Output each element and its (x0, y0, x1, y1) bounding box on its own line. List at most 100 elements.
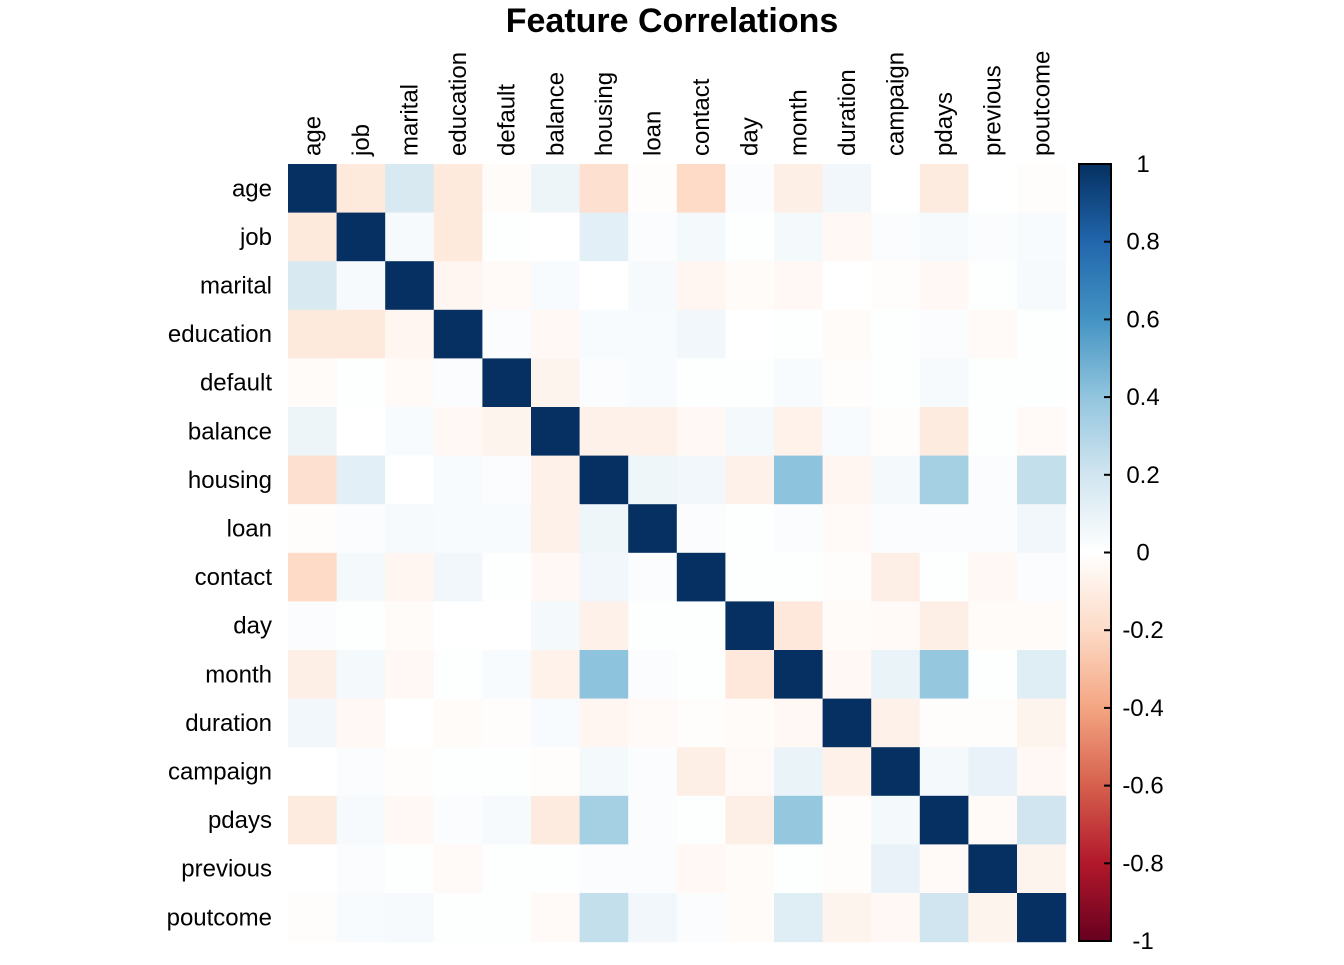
heatmap-cell-age-default (482, 164, 532, 214)
heatmap-cell-duration-campaign (871, 698, 921, 748)
heatmap-cell-poutcome-marital (385, 893, 435, 943)
heatmap-cell-default-marital (385, 358, 435, 408)
heatmap-cell-default-month (774, 358, 824, 408)
heatmap-cell-contact-job (336, 552, 386, 602)
heatmap-cell-age-age (288, 164, 338, 214)
heatmap-cell-poutcome-contact (676, 893, 726, 943)
heatmap-cell-duration-balance (531, 698, 581, 748)
heatmap-cell-pdays-contact (676, 795, 726, 845)
row-label-job: job (239, 224, 272, 251)
heatmap-cell-marital-poutcome (1017, 261, 1067, 311)
heatmap-cell-balance-balance (531, 407, 581, 457)
heatmap-cell-previous-age (288, 844, 338, 894)
heatmap-cell-campaign-age (288, 747, 338, 797)
heatmap-cell-contact-education (433, 552, 483, 602)
heatmap-cell-poutcome-poutcome (1017, 893, 1067, 943)
heatmap-cell-pdays-previous (968, 795, 1018, 845)
heatmap-cell-balance-pdays (919, 407, 969, 457)
heatmap-cell-duration-housing (579, 698, 629, 748)
heatmap-cell-previous-marital (385, 844, 435, 894)
color-legend-label: -0.8 (1122, 850, 1163, 877)
column-label-job: job (348, 124, 375, 157)
heatmap-cell-day-day (725, 601, 775, 651)
heatmap-cell-duration-marital (385, 698, 435, 748)
heatmap-cell-campaign-duration (822, 747, 872, 797)
color-legend-label: -0.6 (1122, 773, 1163, 800)
column-label-housing: housing (591, 72, 618, 156)
heatmap-cell-balance-default (482, 407, 532, 457)
heatmap-cell-education-default (482, 309, 532, 359)
heatmap-cell-poutcome-loan (628, 893, 678, 943)
color-legend-label: -0.4 (1122, 695, 1163, 722)
heatmap-cell-job-education (433, 212, 483, 262)
heatmap-cell-loan-loan (628, 504, 678, 554)
heatmap-cell-housing-poutcome (1017, 455, 1067, 505)
heatmap-cell-pdays-job (336, 795, 386, 845)
heatmap-cell-poutcome-day (725, 893, 775, 943)
heatmap-cell-default-default (482, 358, 532, 408)
heatmap-cell-loan-contact (676, 504, 726, 554)
heatmap-cell-education-loan (628, 309, 678, 359)
heatmap-cell-default-housing (579, 358, 629, 408)
heatmap-cell-balance-month (774, 407, 824, 457)
heatmap-cell-marital-education (433, 261, 483, 311)
heatmap-cell-job-loan (628, 212, 678, 262)
heatmap-cell-loan-default (482, 504, 532, 554)
heatmap-cell-contact-contact (676, 552, 726, 602)
heatmap-cell-age-campaign (871, 164, 921, 214)
column-label-previous: previous (980, 65, 1007, 156)
heatmap-cell-education-poutcome (1017, 309, 1067, 359)
heatmap-cell-previous-pdays (919, 844, 969, 894)
heatmap-cell-loan-pdays (919, 504, 969, 554)
heatmap-cell-marital-housing (579, 261, 629, 311)
heatmap-cell-education-contact (676, 309, 726, 359)
heatmap-cell-poutcome-previous (968, 893, 1018, 943)
row-label-day: day (233, 613, 272, 640)
heatmap-cell-age-balance (531, 164, 581, 214)
heatmap-cell-age-poutcome (1017, 164, 1067, 214)
heatmap-cell-month-loan (628, 650, 678, 700)
heatmap-cell-previous-poutcome (1017, 844, 1067, 894)
heatmap-cell-job-default (482, 212, 532, 262)
heatmap-cell-day-loan (628, 601, 678, 651)
column-label-loan: loan (640, 111, 667, 156)
heatmap-cell-day-poutcome (1017, 601, 1067, 651)
heatmap-cell-previous-campaign (871, 844, 921, 894)
heatmap-cell-housing-balance (531, 455, 581, 505)
heatmap-cell-marital-day (725, 261, 775, 311)
heatmap-cell-marital-month (774, 261, 824, 311)
heatmap-cell-marital-campaign (871, 261, 921, 311)
column-label-default: default (494, 84, 521, 156)
heatmap-cell-campaign-education (433, 747, 483, 797)
heatmap-cell-job-pdays (919, 212, 969, 262)
heatmap-cell-job-campaign (871, 212, 921, 262)
heatmap-cell-job-contact (676, 212, 726, 262)
heatmap-cell-loan-age (288, 504, 338, 554)
heatmap-cell-default-duration (822, 358, 872, 408)
heatmap-cell-duration-previous (968, 698, 1018, 748)
heatmap-cell-loan-job (336, 504, 386, 554)
heatmap-cell-month-month (774, 650, 824, 700)
heatmap-cell-previous-previous (968, 844, 1018, 894)
heatmap-cell-default-loan (628, 358, 678, 408)
heatmap-cell-day-marital (385, 601, 435, 651)
heatmap-cell-marital-loan (628, 261, 678, 311)
heatmap-cell-duration-month (774, 698, 824, 748)
chart-title: Feature Correlations (506, 2, 839, 40)
heatmap-cell-day-age (288, 601, 338, 651)
row-label-month: month (205, 661, 272, 688)
heatmap-cell-contact-pdays (919, 552, 969, 602)
heatmap-cell-contact-default (482, 552, 532, 602)
heatmap-cell-poutcome-age (288, 893, 338, 943)
heatmap-cell-day-education (433, 601, 483, 651)
heatmap-cell-default-previous (968, 358, 1018, 408)
heatmap-cell-housing-marital (385, 455, 435, 505)
heatmap-cell-marital-pdays (919, 261, 969, 311)
heatmap-cell-pdays-campaign (871, 795, 921, 845)
heatmap-cell-day-pdays (919, 601, 969, 651)
column-label-day: day (737, 117, 764, 156)
heatmap-cell-poutcome-default (482, 893, 532, 943)
heatmap-cell-balance-housing (579, 407, 629, 457)
heatmap-cell-pdays-default (482, 795, 532, 845)
